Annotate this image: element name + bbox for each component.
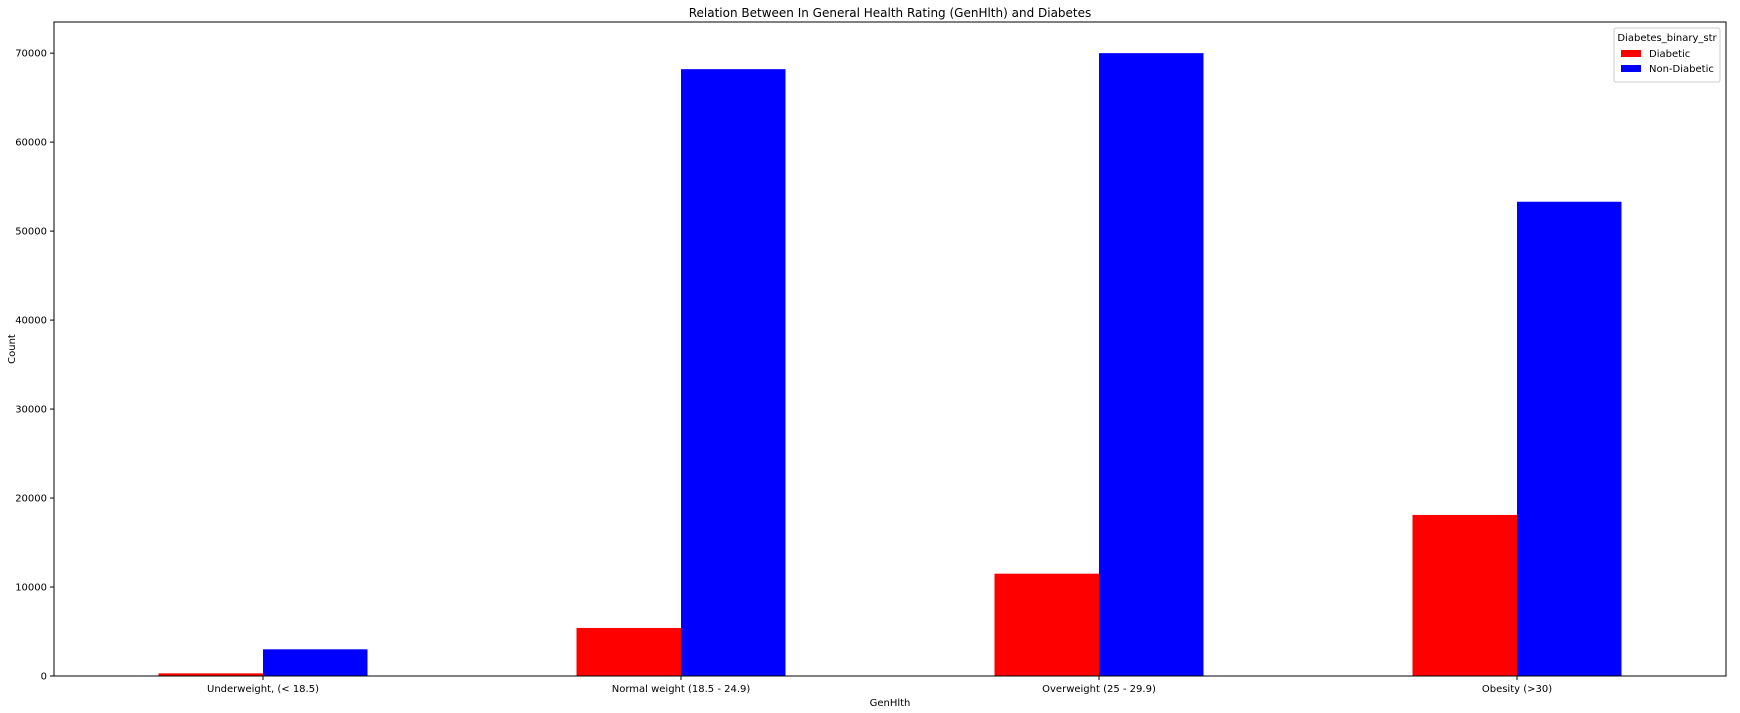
bar-non-diabetic-2 [1099,53,1204,676]
legend-title: Diabetes_binary_str [1617,33,1717,44]
x-tick-label: Overweight (25 - 29.9) [1042,684,1156,695]
x-tick-label: Underweight, (< 18.5) [207,684,319,695]
legend-label: Diabetic [1649,49,1690,60]
legend-label: Non-Diabetic [1649,64,1714,75]
bar-diabetic-1 [576,627,681,676]
y-tick-label: 20000 [15,494,47,505]
legend-entries: Diabetic Non-Diabetic [1621,49,1714,75]
y-tick-label: 70000 [15,49,47,60]
x-ticks-group: Underweight, (< 18.5) Normal weight (18.5… [207,676,1552,695]
y-axis-label: Count [7,334,18,364]
chart-title: Relation Between In General Health Ratin… [689,6,1092,20]
y-tick-label: 50000 [15,227,47,238]
plot-frame [53,21,1727,677]
bar-non-diabetic-1 [681,69,786,677]
x-tick-label: Normal weight (18.5 - 24.9) [612,684,751,695]
x-tick-label: Obesity (>30) [1482,684,1552,695]
bars-group [158,53,1622,677]
bar-diabetic-2 [994,573,1099,676]
bar-non-diabetic-0 [263,649,368,676]
y-tick-label: 10000 [15,583,47,594]
y-tick-label: 30000 [15,405,47,416]
bar-diabetic-3 [1412,514,1517,676]
y-tick-label: 40000 [15,316,47,327]
x-axis-label: GenHlth [870,698,911,709]
legend: Diabetes_binary_str Diabetic Non-Diabetic [1613,27,1721,83]
y-tick-label: 60000 [15,138,47,149]
legend-swatch [1621,65,1641,72]
y-tick-label: 0 [41,672,47,683]
bar-diabetic-0 [158,673,263,676]
y-ticks-group: 0 10000 20000 30000 40000 50000 60000 70000 [15,49,54,683]
legend-swatch [1621,50,1641,57]
bar-non-diabetic-3 [1517,201,1622,676]
